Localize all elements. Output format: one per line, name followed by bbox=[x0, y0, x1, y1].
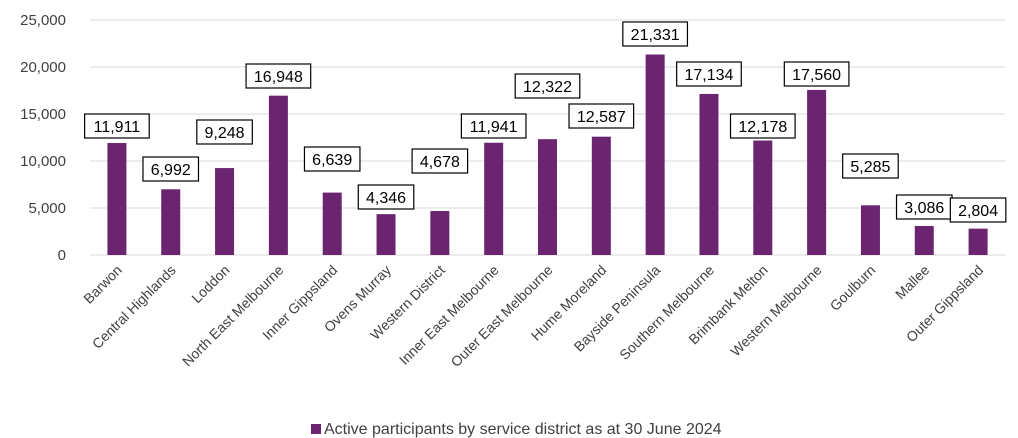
data-label: 9,248 bbox=[205, 125, 245, 142]
data-label: 11,911 bbox=[94, 119, 141, 136]
bars bbox=[107, 54, 988, 255]
bar bbox=[376, 214, 396, 255]
category-label: Southern Melbourne bbox=[616, 262, 717, 363]
data-label-box bbox=[303, 146, 361, 172]
category-label: Outer East Melbourne bbox=[447, 262, 555, 370]
y-axis-ticks: 0 5,000 10,000 15,000 20,000 25,000 bbox=[20, 12, 66, 264]
y-tick-label: 20,000 bbox=[20, 59, 66, 76]
data-label-box bbox=[514, 73, 581, 99]
data-label: 17,134 bbox=[685, 67, 734, 84]
bar bbox=[914, 225, 934, 255]
data-label-box bbox=[949, 197, 1007, 223]
legend: Active participants by service district … bbox=[311, 421, 722, 438]
data-label: 12,587 bbox=[577, 109, 626, 126]
bar bbox=[645, 54, 665, 255]
bar bbox=[538, 139, 557, 255]
data-label-box bbox=[622, 21, 689, 47]
y-tick-label: 5,000 bbox=[28, 200, 66, 217]
data-label-box bbox=[84, 113, 150, 139]
bar bbox=[753, 140, 773, 255]
data-label-box bbox=[729, 113, 796, 139]
data-label-box bbox=[783, 61, 850, 87]
data-label-box bbox=[568, 103, 635, 129]
data-label-box bbox=[895, 194, 953, 220]
data-label: 2,804 bbox=[958, 203, 998, 220]
data-label-box bbox=[676, 61, 742, 87]
bar bbox=[430, 211, 450, 255]
y-tick-label: 25,000 bbox=[20, 12, 66, 29]
bar bbox=[107, 143, 127, 255]
data-labels: 11,911 6,992 9,248 16,948 6,639 4,346 4,678 11,… bbox=[84, 21, 1007, 223]
bar bbox=[484, 142, 504, 255]
y-tick-label: 0 bbox=[58, 247, 66, 264]
data-label-box bbox=[142, 156, 200, 182]
data-label: 6,992 bbox=[151, 162, 191, 179]
data-label: 12,322 bbox=[523, 79, 572, 96]
category-label: Western Melbourne bbox=[727, 262, 825, 360]
data-label: 5,285 bbox=[850, 159, 890, 176]
data-label-box bbox=[196, 119, 253, 145]
data-label: 4,678 bbox=[420, 154, 460, 171]
bar bbox=[860, 205, 880, 255]
data-label: 12,178 bbox=[738, 119, 787, 136]
legend-label: Active participants by service district … bbox=[324, 421, 722, 438]
data-label-box bbox=[460, 113, 527, 139]
data-label: 17,560 bbox=[792, 67, 841, 84]
bar bbox=[968, 228, 988, 255]
data-label: 21,331 bbox=[631, 27, 680, 44]
bar bbox=[322, 192, 342, 255]
data-label: 3,086 bbox=[904, 200, 944, 217]
bar bbox=[215, 168, 235, 255]
data-label: 6,639 bbox=[312, 152, 352, 169]
category-label: Mallee bbox=[892, 262, 933, 303]
y-tick-label: 10,000 bbox=[20, 153, 66, 170]
data-label-box bbox=[411, 148, 469, 174]
category-label: Goulburn bbox=[827, 262, 879, 314]
category-label: Barwon bbox=[80, 262, 125, 307]
data-label-box bbox=[245, 63, 312, 89]
data-label: 11,941 bbox=[470, 119, 518, 136]
bar bbox=[699, 93, 719, 255]
category-label: Inner East Melbourne bbox=[396, 262, 502, 368]
category-label: Loddon bbox=[188, 262, 232, 306]
bar bbox=[161, 189, 181, 255]
y-tick-label: 15,000 bbox=[20, 106, 66, 123]
legend-swatch bbox=[311, 424, 321, 434]
data-label: 4,346 bbox=[366, 190, 406, 207]
bar bbox=[268, 95, 288, 255]
data-label-box bbox=[357, 184, 415, 210]
data-label: 16,948 bbox=[254, 69, 303, 86]
bar bbox=[591, 136, 611, 255]
bar bbox=[807, 89, 827, 255]
category-label: North East Melbourne bbox=[179, 262, 287, 370]
data-label-box bbox=[842, 153, 899, 179]
